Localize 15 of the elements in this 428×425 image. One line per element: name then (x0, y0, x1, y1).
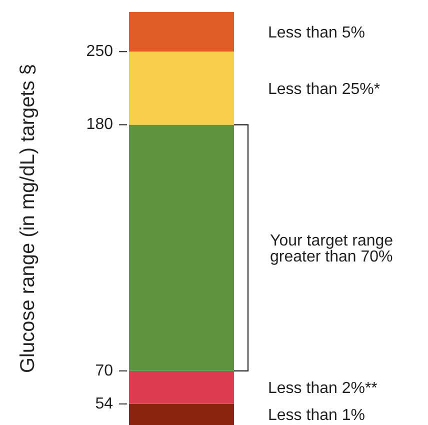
bar (129, 404, 234, 425)
text: 180 (86, 116, 114, 134)
bar (129, 370, 234, 404)
text: Less than 25%* (268, 80, 380, 98)
bar (129, 12, 234, 52)
text: Less than 5% (268, 24, 365, 42)
y-axis-title: Glucose range (in mg/dL) targets § (17, 64, 39, 374)
text: 70 (95, 362, 114, 380)
bar (129, 52, 234, 125)
bar (129, 124, 234, 371)
text: Less than 1% (268, 407, 365, 424)
text: 54 (95, 395, 114, 412)
text: Your target range greater than 70% (270, 232, 394, 266)
text: 250 (86, 43, 114, 60)
text: Less than 2%** (268, 380, 378, 398)
